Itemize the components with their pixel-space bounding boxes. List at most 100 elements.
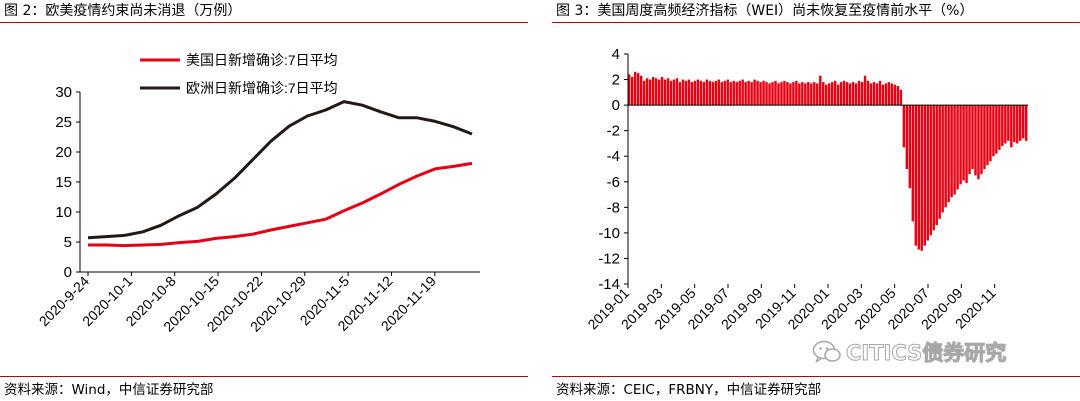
wei-bar — [860, 82, 864, 106]
wei-bar — [989, 105, 992, 162]
wei-bar — [798, 83, 801, 106]
left-source-rule — [0, 376, 528, 377]
wei-bar — [872, 82, 876, 106]
left-source-note: 资料来源：Wind，中信证券研究部 — [4, 382, 214, 398]
y-tick-label: 25 — [55, 114, 72, 131]
wei-bar — [977, 105, 980, 180]
wei-bar — [899, 89, 903, 106]
wei-bar — [825, 84, 828, 106]
wei-bar — [669, 80, 673, 106]
wei-bar — [881, 84, 885, 106]
wei-bar — [726, 79, 729, 106]
wei-bar — [639, 75, 643, 106]
wei-bar — [983, 105, 986, 169]
wei-bar — [759, 82, 762, 106]
y-tick-label: 2 — [612, 72, 620, 89]
wei-bar — [1001, 105, 1004, 146]
wei-bar — [836, 84, 840, 106]
wei-bar — [857, 80, 861, 106]
wei-bar — [926, 105, 929, 241]
wei-bar — [684, 80, 688, 106]
wei-bar — [660, 77, 664, 106]
wei-bar — [866, 80, 870, 106]
wei-bar — [962, 105, 965, 181]
wei-bar — [851, 82, 855, 106]
wei-bar — [807, 82, 810, 106]
wei-bar — [938, 105, 941, 219]
wei-bar — [986, 105, 989, 166]
wechat-icon — [812, 340, 841, 364]
wei-bar — [750, 82, 753, 106]
wei-bar — [878, 80, 882, 106]
y-tick-label: 4 — [612, 46, 620, 63]
wei-bar — [810, 83, 813, 106]
wei-bar — [842, 80, 846, 106]
wei-bar — [732, 80, 735, 106]
wei-bar — [795, 80, 798, 106]
wei-bar — [648, 79, 652, 106]
wei-bar — [687, 79, 691, 106]
wei-bar — [947, 105, 950, 203]
wei-bar — [854, 83, 858, 106]
y-tick-label: 5 — [64, 234, 72, 251]
wei-bar — [786, 82, 789, 106]
wei-bar — [998, 105, 1001, 150]
wei-bar — [804, 83, 807, 106]
wei-bar — [630, 77, 634, 106]
wei-bar — [935, 105, 938, 226]
wei-bar — [965, 105, 968, 184]
right-title-rule — [552, 22, 1080, 23]
wei-bar — [974, 105, 977, 176]
right-figure-title: 图 3：美国周度高频经济指标（WEI）尚未恢复至疫情前水平（%） — [556, 3, 974, 19]
y-tick-label: -8 — [607, 199, 620, 216]
wei-bar — [890, 83, 894, 106]
wei-bar — [651, 77, 655, 106]
wei-bar — [672, 79, 676, 106]
wei-bar — [756, 80, 759, 106]
wei-bar — [830, 82, 834, 106]
legend-label-europe: 欧洲日新增确诊:7日平均 — [186, 80, 338, 96]
wei-bar — [905, 105, 909, 169]
covid-cases-line-chart: 0510152025302020-9-242020-10-12020-10-82… — [36, 52, 480, 335]
wei-bar — [875, 83, 879, 106]
legend-label-us: 美国日新增确诊:7日平均 — [186, 52, 338, 68]
wei-bar — [681, 79, 685, 106]
wei-bar — [1016, 105, 1019, 144]
wei-bar — [654, 78, 658, 106]
wei-bar — [893, 84, 897, 106]
y-tick-label: 10 — [55, 204, 72, 221]
wei-bar — [771, 82, 774, 106]
wei-bar — [819, 75, 822, 106]
y-tick-label: -14 — [598, 276, 620, 293]
wei-bar — [971, 105, 974, 169]
wei-bar — [1013, 105, 1016, 143]
wei-bar-chart: -14-12-10-8-6-4-20242019-012019-032019-0… — [584, 46, 1028, 332]
wei-bar — [762, 80, 765, 106]
wei-bar — [863, 75, 867, 106]
wei-bar — [633, 71, 637, 106]
wei-bar — [959, 105, 962, 185]
wei-bar — [1010, 105, 1013, 148]
y-tick-label: 30 — [55, 84, 72, 101]
wei-bar — [869, 83, 873, 106]
wei-bar — [941, 105, 944, 213]
wei-bar — [845, 82, 849, 106]
wei-bar — [833, 80, 837, 106]
y-tick-label: -6 — [607, 174, 620, 191]
wei-bar — [699, 80, 703, 106]
wei-bar — [693, 80, 697, 106]
wei-bar — [708, 80, 712, 106]
wei-bar — [744, 82, 747, 106]
wei-bar — [923, 105, 926, 246]
y-tick-label: -2 — [607, 123, 620, 140]
wei-bar — [920, 105, 923, 251]
wei-bar — [705, 79, 709, 106]
wei-bar — [839, 82, 843, 106]
wei-bar — [792, 82, 795, 106]
wei-bar — [813, 82, 816, 106]
wei-bar — [753, 79, 756, 106]
wei-bar — [884, 83, 888, 106]
wei-bar — [953, 105, 956, 195]
wei-bar — [657, 79, 661, 106]
